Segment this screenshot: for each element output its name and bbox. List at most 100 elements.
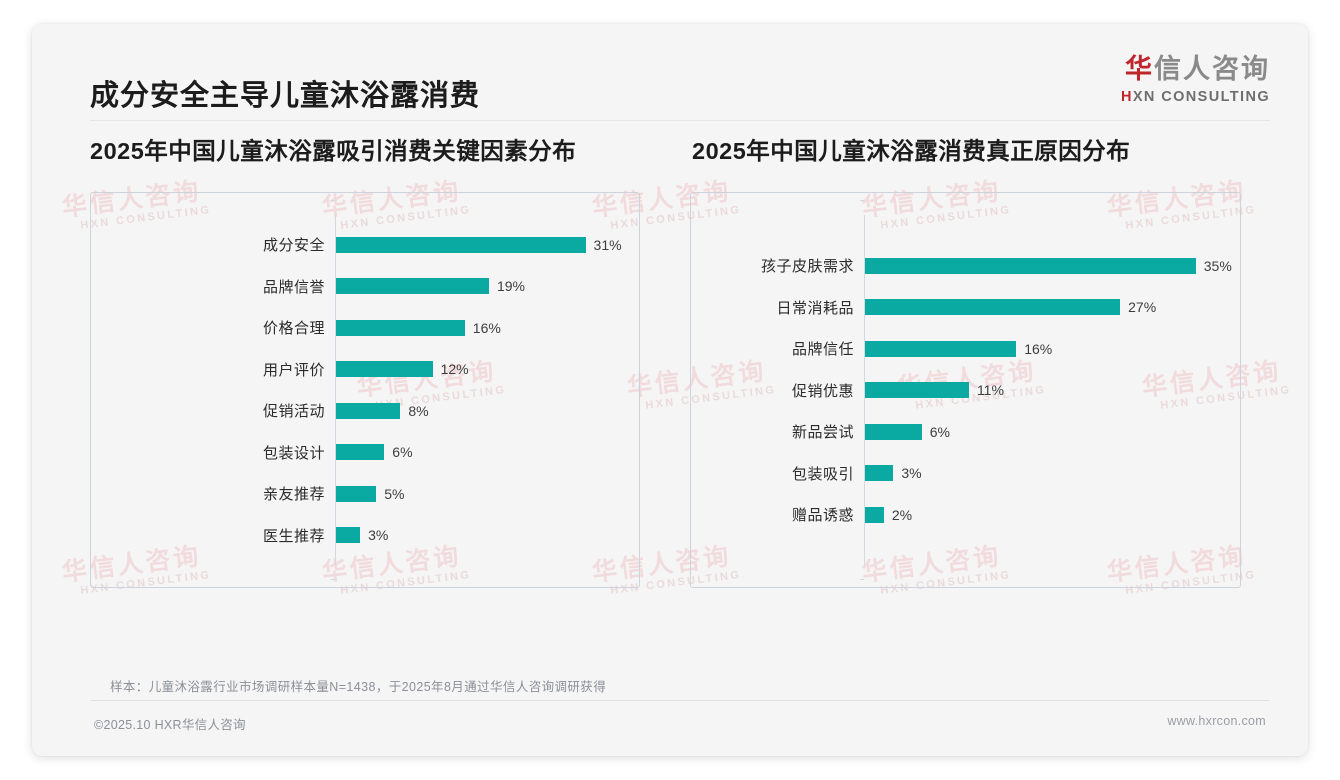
bar[interactable] bbox=[336, 527, 361, 544]
bar-row: 用户评价 12% bbox=[91, 349, 639, 391]
bar-category-label: 新品尝试 bbox=[791, 424, 854, 441]
bar-row: 包装设计 6% bbox=[91, 432, 639, 474]
bar-value-label: 12% bbox=[440, 361, 469, 378]
slide-footer: ©2025.10 HXR华信人咨询 www.hxrcon.com bbox=[32, 706, 1308, 742]
bar-track: 8% bbox=[335, 402, 639, 419]
bar-category-label: 品牌信誉 bbox=[262, 278, 325, 296]
bar-value-label: 19% bbox=[496, 278, 525, 295]
bar-track: 16% bbox=[864, 340, 1240, 357]
logo-chinese-rest: 信人咨询 bbox=[1154, 54, 1270, 84]
logo-english-name: HXN CONSULTING bbox=[1121, 90, 1270, 105]
bar[interactable] bbox=[336, 444, 385, 461]
page-title: 成分安全主导儿童沐浴露消费 bbox=[90, 80, 481, 112]
bar-category-label: 包装吸引 bbox=[791, 465, 854, 483]
bar-row: 价格合理 16% bbox=[91, 307, 639, 349]
bar-row: 促销优惠 11% bbox=[691, 369, 1240, 411]
bar[interactable] bbox=[865, 382, 969, 398]
logo-en-rest: XN CONSULTING bbox=[1132, 89, 1270, 105]
bar[interactable] bbox=[336, 402, 401, 419]
bar-track: 16% bbox=[335, 319, 639, 336]
chart-panel-right: 2025年中国儿童沐浴露消费真正原因分布 孩子皮肤需求 35% 日常消耗品 27% 品牌… bbox=[670, 132, 1308, 588]
slide-header: 成分安全主导儿童沐浴露消费 华信人咨询 HXN CONSULTING bbox=[32, 24, 1308, 121]
bar-row: 日常消耗品 27% bbox=[691, 286, 1240, 328]
bar-category-label: 用户评价 bbox=[262, 361, 325, 379]
company-logo: 华信人咨询 HXN CONSULTING bbox=[1121, 56, 1270, 105]
bar-plot-left: 成分安全 31% 品牌信誉 19% 价格合理 16% 用户评价 12% 促销活动 8% 包装设计 6%… bbox=[91, 193, 639, 587]
bar-track: 19% bbox=[335, 278, 639, 295]
source-footnote: 样本：儿童沐浴露行业市场调研样本量N=1438，于2025年8月通过华信人咨询调… bbox=[110, 680, 607, 694]
bar-track: 35% bbox=[864, 257, 1240, 274]
bar-value-label: 8% bbox=[408, 402, 429, 419]
bar[interactable] bbox=[336, 485, 377, 502]
chart-card-left: 成分安全 31% 品牌信誉 19% 价格合理 16% 用户评价 12% 促销活动 8% 包装设计 6%… bbox=[90, 192, 640, 588]
bar-track: 6% bbox=[864, 423, 1240, 440]
bar-row: 孩子皮肤需求 35% bbox=[691, 245, 1240, 287]
bar-track: 12% bbox=[335, 361, 639, 378]
bar-row: 医生推荐 3% bbox=[91, 515, 639, 557]
chart-axis-right bbox=[864, 215, 865, 565]
bar-category-label: 品牌信任 bbox=[791, 341, 854, 358]
bar-value-label: 16% bbox=[1024, 340, 1053, 357]
bar-value-label: 27% bbox=[1128, 299, 1157, 315]
axis-tick-bottom-left bbox=[331, 579, 335, 580]
bar-row: 赠品诱惑 2% bbox=[691, 494, 1240, 536]
bar[interactable] bbox=[865, 506, 884, 523]
bar-value-label: 11% bbox=[976, 382, 1004, 398]
chart-card-right: 孩子皮肤需求 35% 日常消耗品 27% 品牌信任 16% 促销优惠 11% 新品尝试 6% 包装吸… bbox=[690, 192, 1241, 588]
bar-row: 品牌信任 16% bbox=[691, 328, 1240, 370]
website-url[interactable]: www.hxrcon.com bbox=[1167, 714, 1266, 728]
header-divider bbox=[90, 120, 1270, 121]
bar-category-label: 赠品诱惑 bbox=[791, 507, 854, 524]
chart-title-right: 2025年中国儿童沐浴露消费真正原因分布 bbox=[692, 138, 1131, 164]
bar[interactable] bbox=[865, 340, 1017, 357]
logo-accent-char: 华 bbox=[1125, 54, 1154, 84]
bar-category-label: 亲友推荐 bbox=[262, 486, 325, 504]
bar-category-label: 医生推荐 bbox=[262, 527, 325, 545]
bar-row: 新品尝试 6% bbox=[691, 411, 1240, 453]
chart-title-left: 2025年中国儿童沐浴露吸引消费关键因素分布 bbox=[90, 138, 577, 164]
axis-tick-top-left bbox=[331, 200, 335, 201]
chart-panel-left: 2025年中国儿童沐浴露吸引消费关键因素分布 成分安全 31% 品牌信誉 19% 价格合… bbox=[32, 132, 670, 588]
bar-value-label: 31% bbox=[593, 236, 622, 253]
copyright-text: ©2025.10 HXR华信人咨询 bbox=[94, 718, 246, 732]
axis-tick-bottom-right bbox=[860, 579, 864, 580]
bar[interactable] bbox=[336, 319, 465, 336]
bar-category-label: 包装设计 bbox=[262, 444, 325, 462]
bar-row: 促销活动 8% bbox=[91, 390, 639, 432]
bar-category-label: 孩子皮肤需求 bbox=[760, 258, 854, 275]
bar[interactable] bbox=[865, 423, 922, 440]
charts-container: 2025年中国儿童沐浴露吸引消费关键因素分布 成分安全 31% 品牌信誉 19% 价格合… bbox=[32, 132, 1308, 588]
bar[interactable] bbox=[336, 278, 489, 295]
bar-track: 3% bbox=[335, 527, 639, 544]
slide: 华信人咨询 HXN CONSULTING 华信人咨询 HXN CONSULTING 华信… bbox=[32, 24, 1308, 756]
bar-value-label: 2% bbox=[891, 506, 913, 523]
bar-plot-right: 孩子皮肤需求 35% 日常消耗品 27% 品牌信任 16% 促销优惠 11% 新品尝试 6% 包装吸… bbox=[691, 193, 1240, 587]
bar-track: 2% bbox=[864, 506, 1240, 523]
bar[interactable] bbox=[865, 299, 1121, 315]
chart-axis-left bbox=[335, 215, 336, 565]
bar-value-label: 5% bbox=[384, 485, 405, 502]
bar-row: 成分安全 31% bbox=[91, 224, 639, 266]
bar-value-label: 16% bbox=[472, 319, 501, 336]
footer-divider bbox=[90, 700, 1270, 701]
bar-category-label: 成分安全 bbox=[262, 237, 325, 255]
axis-tick-top-right bbox=[860, 200, 864, 201]
bar-row: 亲友推荐 5% bbox=[91, 473, 639, 515]
bar-track: 6% bbox=[335, 444, 639, 461]
bar-value-label: 3% bbox=[368, 527, 389, 544]
bar[interactable] bbox=[865, 257, 1196, 274]
bar[interactable] bbox=[336, 236, 586, 253]
bar-track: 31% bbox=[335, 236, 639, 253]
logo-en-accent: H bbox=[1120, 89, 1133, 105]
bar-category-label: 价格合理 bbox=[262, 320, 325, 338]
bar[interactable] bbox=[865, 465, 894, 481]
bar[interactable] bbox=[336, 361, 433, 378]
bar-row: 品牌信誉 19% bbox=[91, 266, 639, 308]
bar-track: 27% bbox=[864, 299, 1240, 315]
bar-track: 3% bbox=[864, 465, 1240, 481]
logo-chinese-name: 华信人咨询 bbox=[1121, 56, 1270, 83]
bar-track: 5% bbox=[335, 485, 639, 502]
bar-row: 包装吸引 3% bbox=[691, 452, 1240, 494]
bar-category-label: 促销优惠 bbox=[791, 382, 854, 400]
bar-category-label: 促销活动 bbox=[262, 403, 325, 421]
